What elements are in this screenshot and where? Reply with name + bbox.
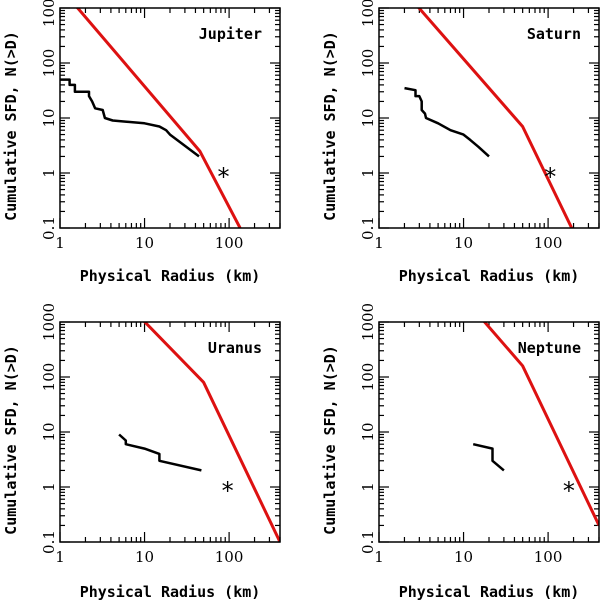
observed-sfd-line — [60, 78, 200, 158]
model-sfd-line — [482, 322, 599, 527]
x-tick-label: 10 — [454, 234, 473, 252]
x-tick-label: 100 — [215, 234, 244, 252]
y-axis-label: Cumulative SFD, N(>D) — [2, 345, 20, 535]
ticks — [59, 321, 281, 543]
x-axis-label: Physical Radius (km) — [399, 583, 580, 601]
x-tick-label: 100 — [534, 548, 563, 566]
plot-frame — [59, 7, 281, 229]
x-tick-label: 10 — [135, 234, 154, 252]
star-marker: * — [544, 163, 556, 191]
plot-area — [118, 322, 280, 542]
y-tick-label: 1 — [359, 482, 377, 492]
x-tick-label: 10 — [454, 548, 473, 566]
plot-frame — [378, 7, 600, 229]
plot-area — [472, 322, 599, 527]
observed-sfd-line — [404, 86, 490, 158]
x-tick-label: 1 — [374, 548, 384, 566]
x-tick-label: 1 — [55, 234, 65, 252]
plot-area — [60, 8, 242, 228]
y-tick-label: 100 — [40, 49, 58, 78]
y-tick-label: 0.1 — [359, 530, 377, 554]
observed-sfd-line — [118, 433, 202, 472]
x-tick-label: 10 — [135, 548, 154, 566]
y-tick-label: 0.1 — [359, 216, 377, 240]
star-marker: * — [222, 477, 234, 505]
model-sfd-line — [75, 8, 242, 228]
y-tick-label: 100 — [359, 49, 377, 78]
x-tick-label: 1 — [374, 234, 384, 252]
y-tick-label: 10 — [359, 422, 377, 441]
y-tick-label: 100 — [40, 363, 58, 392]
y-tick-label: 100 — [359, 363, 377, 392]
x-tick-label: 100 — [534, 234, 563, 252]
y-tick-label: 1000 — [40, 303, 58, 341]
star-marker: * — [218, 163, 230, 191]
y-tick-label: 0.1 — [40, 216, 58, 240]
y-tick-label: 1 — [359, 168, 377, 178]
x-axis-label: Physical Radius (km) — [80, 267, 261, 285]
plot-area — [404, 8, 574, 228]
y-axis-label: Cumulative SFD, N(>D) — [321, 345, 339, 535]
y-tick-label: 10 — [40, 422, 58, 441]
x-tick-label: 100 — [215, 548, 244, 566]
plot-frame — [59, 321, 281, 543]
ticks — [59, 7, 281, 229]
model-sfd-line — [417, 8, 574, 228]
y-axis-label: Cumulative SFD, N(>D) — [2, 31, 20, 221]
y-tick-label: 10 — [40, 108, 58, 127]
y-tick-label: 1000 — [359, 303, 377, 341]
y-tick-label: 0.1 — [40, 530, 58, 554]
model-sfd-line — [142, 322, 280, 542]
x-axis-label: Physical Radius (km) — [80, 583, 261, 601]
panel-title: Saturn — [527, 25, 581, 43]
y-tick-label: 1 — [40, 168, 58, 178]
y-tick-label: 1000 — [40, 0, 58, 27]
panel-title: Neptune — [518, 339, 581, 357]
observed-sfd-line — [472, 442, 505, 472]
star-marker: * — [563, 477, 575, 505]
x-tick-label: 1 — [55, 548, 65, 566]
panel-title: Jupiter — [199, 25, 262, 43]
plot-frame — [378, 321, 600, 543]
y-tick-label: 1000 — [359, 0, 377, 27]
y-tick-label: 10 — [359, 108, 377, 127]
panel-title: Uranus — [208, 339, 262, 357]
y-tick-label: 1 — [40, 482, 58, 492]
x-axis-label: Physical Radius (km) — [399, 267, 580, 285]
y-axis-label: Cumulative SFD, N(>D) — [321, 31, 339, 221]
